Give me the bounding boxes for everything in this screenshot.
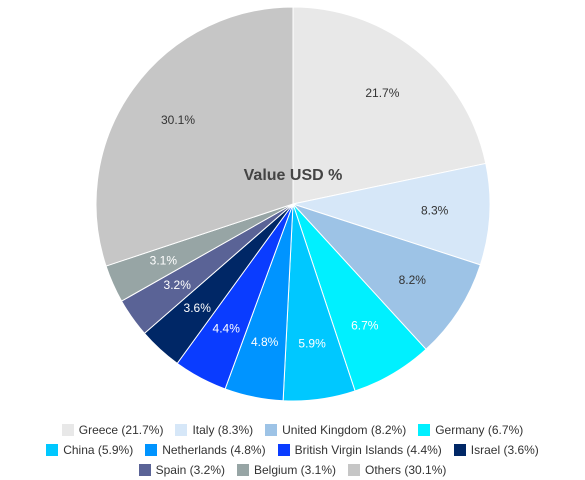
pie-slice-others (95, 6, 294, 267)
legend-swatch (418, 424, 431, 436)
legend-label: British Virgin Islands (4.4%) (294, 443, 442, 457)
data-label-greece: 21.7% (365, 86, 399, 100)
chart-title: Value USD % (244, 167, 343, 184)
legend-swatch (348, 464, 361, 476)
legend-label: Netherlands (4.8%) (162, 443, 266, 457)
legend: Greece (21.7%) Italy (8.3%) United Kingdom… (0, 420, 585, 480)
data-label-italy: 8.3% (421, 204, 449, 218)
legend-swatch (61, 424, 74, 436)
data-label-belgium: 3.1% (150, 254, 178, 268)
legend-item-israel: Israel (3.6%) (453, 443, 539, 457)
data-label-spain: 3.2% (164, 278, 192, 292)
legend-swatch (46, 444, 59, 456)
data-label-netherlands: 4.8% (251, 335, 279, 349)
data-label-china: 5.9% (298, 337, 326, 351)
legend-label: Israel (3.6%) (470, 443, 539, 457)
legend-label: Italy (8.3%) (192, 423, 254, 437)
pie-slice-greece (292, 6, 487, 205)
legend-item-others: Others (30.1%) (348, 463, 446, 477)
pie-chart: 21.7% 8.3% 8.2% 6.7% 5.9% 4.8% 4.4%3.6% 3.2% 3.1… (95, 6, 491, 402)
legend-swatch (145, 444, 158, 456)
legend-item-greece: Greece (21.7%) (61, 423, 164, 437)
legend-row: Spain (3.2%) Belgium (3.1%) Others (30.1%) (0, 460, 585, 480)
pie-slice-united-kingdom (291, 202, 481, 350)
pie-slice-italy (291, 162, 491, 266)
legend-label: Belgium (3.1%) (253, 463, 337, 477)
legend-row: China (5.9%) Netherlands (4.8%) British Vi… (0, 440, 585, 460)
legend-swatch (265, 424, 278, 436)
legend-item-italy: Italy (8.3%) (175, 423, 253, 437)
legend-swatch (277, 444, 290, 456)
legend-label: Germany (6.7%) (435, 423, 524, 437)
data-label-british-virgin-islands: 4.4% (213, 321, 241, 335)
legend-label: Others (30.1%) (365, 463, 447, 477)
legend-swatch (236, 464, 249, 476)
pie-labels: 21.7% 8.3% 8.2% 6.7% 5.9% 4.8% 4.4%3.6% 3.2% 3.1… (150, 86, 449, 351)
legend-label: United Kingdom (8.2%) (282, 423, 407, 437)
data-label-united-kingdom: 8.2% (399, 273, 427, 287)
legend-label: China (5.9%) (63, 443, 134, 457)
legend-label: Spain (3.2%) (155, 463, 225, 477)
data-label-germany: 6.7% (351, 318, 379, 332)
legend-item-china: China (5.9%) (46, 443, 133, 457)
legend-item-british-virgin-islands: British Virgin Islands (4.4%) (277, 443, 442, 457)
pie-slices (95, 6, 491, 402)
data-label-others: 30.1% (161, 113, 195, 127)
legend-row: Greece (21.7%) Italy (8.3%) United Kingdom… (0, 420, 585, 440)
legend-swatch (138, 464, 151, 476)
legend-item-netherlands: Netherlands (4.8%) (145, 443, 266, 457)
legend-item-germany: Germany (6.7%) (418, 423, 523, 437)
legend-swatch (175, 424, 188, 436)
legend-label: Greece (21.7%) (78, 423, 164, 437)
data-label-israel: 3.6% (184, 301, 212, 315)
legend-item-united-kingdom: United Kingdom (8.2%) (265, 423, 406, 437)
legend-item-spain: Spain (3.2%) (138, 463, 225, 477)
legend-swatch (453, 444, 466, 456)
legend-item-belgium: Belgium (3.1%) (236, 463, 337, 477)
